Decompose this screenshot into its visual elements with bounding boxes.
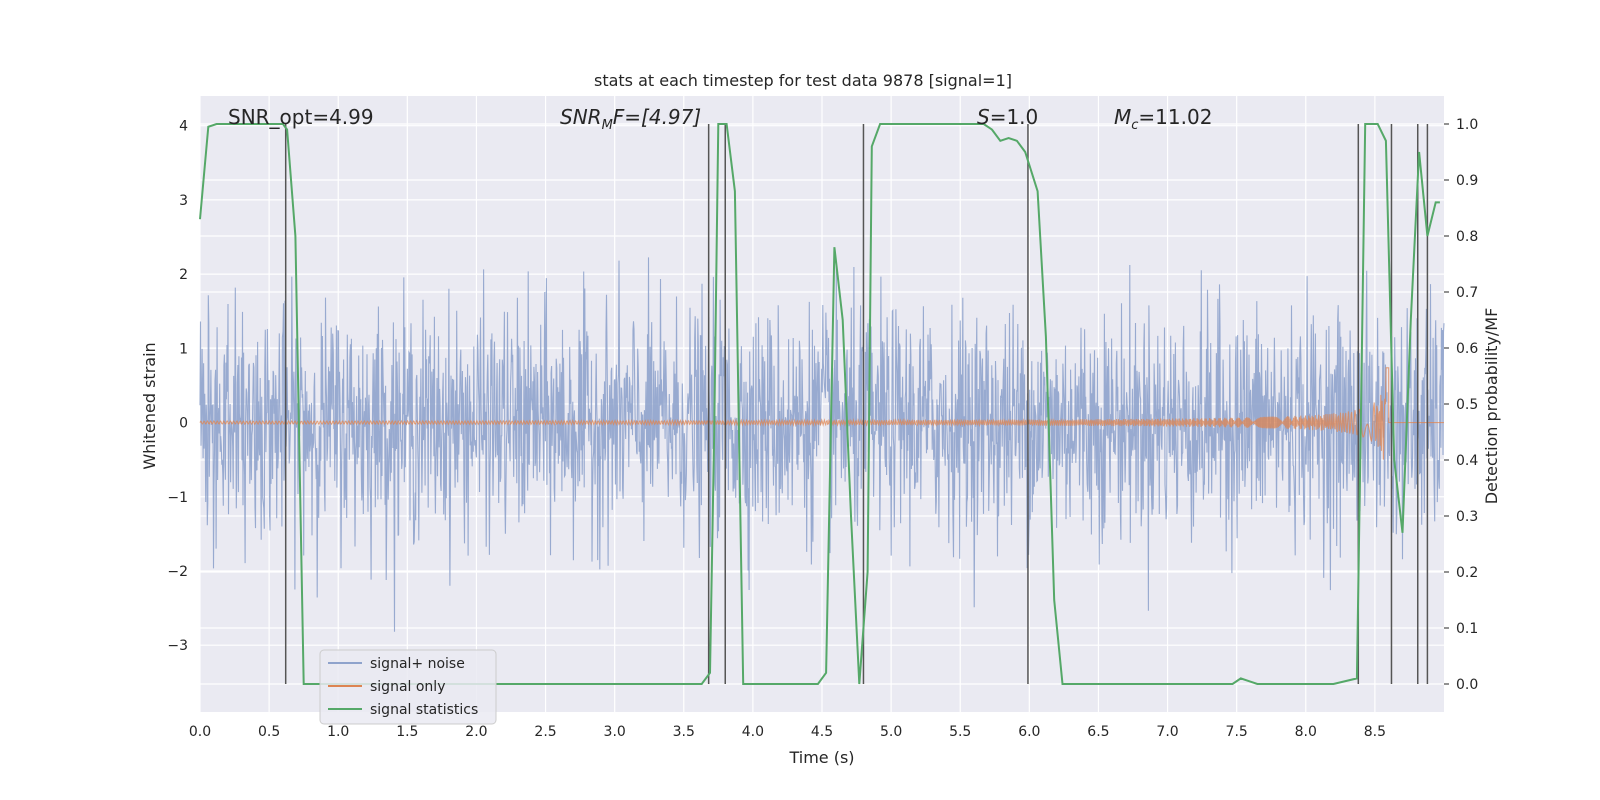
x-tick-label: 0.5 <box>258 724 280 740</box>
noise-line <box>199 257 1445 632</box>
mc-var: M <box>1114 105 1131 129</box>
left-tick-label: 2 <box>179 267 188 283</box>
left-tick-label: −2 <box>167 564 188 580</box>
legend-label-signal: signal only <box>370 679 445 695</box>
legend-label-noise: signal+ noise <box>370 656 465 672</box>
legend: signal+ noise signal only signal statist… <box>319 649 497 725</box>
x-tick-label: 2.5 <box>534 724 556 740</box>
x-tick-label: 3.0 <box>604 724 626 740</box>
right-tick-label: 0.8 <box>1456 229 1478 245</box>
x-tick-label: 5.5 <box>949 724 971 740</box>
left-tick-label: −1 <box>167 490 188 506</box>
right-tick-label: 0.3 <box>1456 509 1478 525</box>
x-tick-label: 6.5 <box>1087 724 1109 740</box>
annotation-snr-opt: SNR_opt=4.99 <box>228 105 374 129</box>
x-tick-label: 8.5 <box>1364 724 1386 740</box>
mc-value: =11.02 <box>1138 105 1212 129</box>
grid <box>199 96 1444 712</box>
mc-sub: c <box>1131 118 1138 133</box>
left-tick-label: 1 <box>179 341 188 357</box>
s-var: S <box>977 105 990 129</box>
right-tick-label: 0.9 <box>1456 173 1478 189</box>
snr-mf-prefix: SNR <box>560 105 602 129</box>
right-axis-ticks: 1.0 0.9 0.8 0.7 0.6 0.5 0.4 0.3 0.2 0.1 0.0 <box>1444 117 1478 693</box>
x-tick-label: 6.0 <box>1018 724 1040 740</box>
x-tick-label: 2.0 <box>465 724 487 740</box>
vertical-lines <box>284 124 1429 684</box>
left-axis-ticks: 4 3 2 1 0 −1 −2 −3 <box>167 119 188 655</box>
right-tick-label: 0.4 <box>1456 453 1478 469</box>
signal-only-line <box>199 367 1444 460</box>
left-tick-label: 4 <box>179 119 188 135</box>
right-axis-label: Detection probability/MF <box>1482 308 1501 505</box>
s-value: =1.0 <box>990 105 1039 129</box>
right-tick-label: 0.2 <box>1456 565 1478 581</box>
x-tick-label: 5.0 <box>880 724 902 740</box>
x-tick-label: 4.0 <box>742 724 764 740</box>
annotation-mc: Mc=11.02 <box>1114 105 1212 133</box>
right-tick-label: 0.5 <box>1456 397 1478 413</box>
left-tick-label: 0 <box>179 416 188 432</box>
annotation-snr-mf: SNRMF=[4.97] <box>560 105 701 133</box>
signal-statistics-series <box>199 123 1440 685</box>
right-tick-label: 1.0 <box>1456 117 1478 133</box>
right-tick-label: 0.7 <box>1456 285 1478 301</box>
x-tick-label: 7.5 <box>1226 724 1248 740</box>
left-tick-label: 3 <box>179 193 188 209</box>
x-axis-ticks: 0.0 0.5 1.0 1.5 2.0 2.5 3.0 3.5 4.0 4.5 5.0 5.5 6.0 6… <box>189 724 1386 740</box>
signal-only-series <box>199 367 1444 460</box>
x-tick-label: 1.0 <box>327 724 349 740</box>
x-tick-label: 3.5 <box>673 724 695 740</box>
x-tick-label: 4.5 <box>811 724 833 740</box>
right-tick-label: 0.0 <box>1456 677 1478 693</box>
left-axis-label: Whitened strain <box>140 342 159 469</box>
x-tick-label: 1.5 <box>396 724 418 740</box>
chart-title: stats at each timestep for test data 987… <box>594 71 1012 90</box>
x-tick-label: 7.0 <box>1156 724 1178 740</box>
annotation-s: S=1.0 <box>977 105 1038 129</box>
x-tick-label: 0.0 <box>189 724 211 740</box>
legend-label-stats: signal statistics <box>370 702 478 718</box>
x-axis-label: Time (s) <box>788 748 854 767</box>
right-tick-label: 0.1 <box>1456 621 1478 637</box>
snr-mf-sub: M <box>602 118 613 133</box>
signal-noise-series <box>199 257 1445 632</box>
signal-statistics-line <box>199 123 1440 685</box>
left-tick-label: −3 <box>167 638 188 654</box>
snr-mf-suffix-f: F=[4.97] <box>613 105 701 129</box>
x-tick-label: 8.0 <box>1295 724 1317 740</box>
right-tick-label: 0.6 <box>1456 341 1478 357</box>
